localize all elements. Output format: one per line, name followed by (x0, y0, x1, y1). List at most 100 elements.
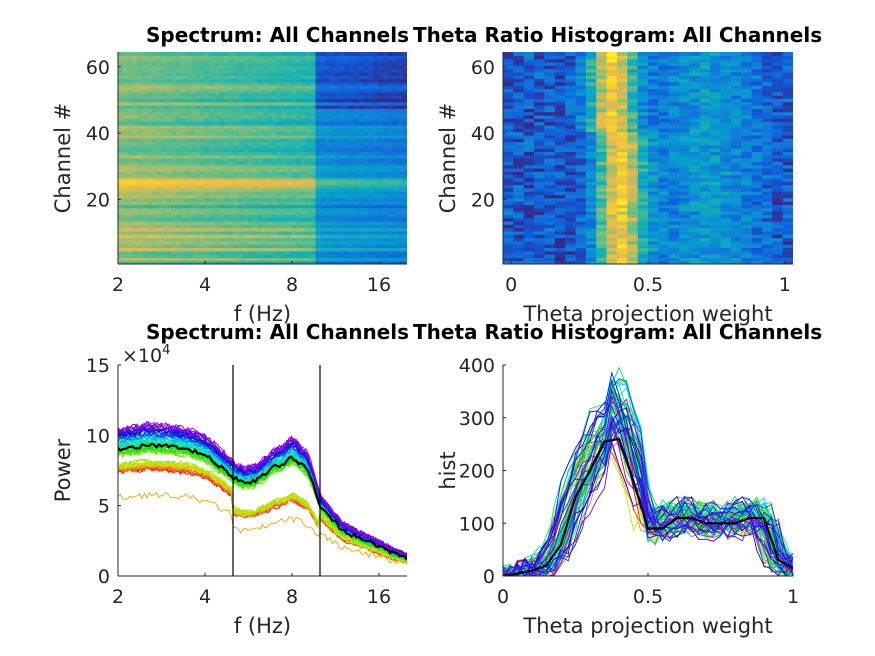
heatmap-cell (305, 111, 312, 116)
heatmap-cell (248, 85, 254, 90)
heatmap-cell (223, 171, 230, 176)
heatmap-cell (185, 124, 191, 129)
heatmap-cell (238, 101, 244, 106)
heatmap-cell (730, 191, 742, 196)
heatmap-cell (142, 98, 148, 103)
y-axis-label: Channel # (51, 103, 75, 214)
heatmap-cell (503, 191, 514, 196)
heatmap-cell (248, 75, 254, 80)
heatmap-cell (281, 58, 288, 63)
heatmap-cell (219, 58, 225, 63)
heatmap-cell (175, 128, 182, 133)
heatmap-cell (146, 158, 153, 162)
heatmap-cell (544, 257, 556, 262)
heatmap-cell (170, 177, 177, 182)
heatmap-cell (146, 52, 153, 56)
heatmap-cell (339, 88, 345, 93)
heatmap-cell (233, 207, 240, 212)
heatmap-cell (310, 214, 317, 219)
heatmap-cell (170, 105, 177, 109)
heatmap-cell (378, 237, 384, 242)
heatmap-cell (166, 78, 172, 83)
heatmap-cell (730, 257, 742, 262)
heatmap-cell (679, 164, 691, 169)
heatmap-cell (378, 197, 384, 202)
heatmap-cell (219, 101, 225, 106)
heatmap-cell (166, 234, 172, 239)
heatmap-cell (378, 55, 384, 60)
heatmap-cell (310, 158, 317, 162)
heatmap-cell (344, 91, 350, 96)
heatmap-cell (175, 164, 182, 169)
heatmap-cell (195, 224, 201, 229)
heatmap-cell (329, 260, 336, 264)
heatmap-cell (272, 105, 278, 109)
heatmap-cell (339, 244, 345, 249)
heatmap-cell (368, 260, 374, 264)
heatmap-cell (272, 214, 278, 219)
heatmap-cell (204, 250, 211, 255)
heatmap-cell (513, 148, 525, 152)
heatmap-cell (257, 167, 264, 172)
heatmap-cell (363, 230, 370, 235)
heatmap-cell (272, 234, 278, 239)
heatmap-cell (761, 151, 773, 156)
heatmap-cell (627, 158, 639, 162)
heatmap-cell (185, 207, 191, 212)
heatmap-cell (291, 68, 297, 73)
heatmap-cell (199, 191, 206, 196)
heatmap-cell (344, 227, 350, 232)
heatmap-cell (296, 148, 302, 152)
heatmap-cell (132, 118, 138, 123)
heatmap-cell (137, 167, 143, 172)
heatmap-cell (161, 101, 167, 106)
heatmap-cell (325, 98, 331, 103)
heatmap-cell (276, 88, 283, 93)
heatmap-cell (339, 164, 345, 169)
heatmap-cell (387, 88, 394, 93)
heatmap-cell (329, 234, 336, 239)
heatmap-cell (710, 260, 722, 264)
heatmap-cell (378, 204, 384, 209)
heatmap-cell (233, 187, 240, 192)
heatmap-cell (137, 52, 143, 56)
heatmap-cell (606, 217, 618, 222)
heatmap-cell (575, 161, 587, 166)
heatmap-cell (170, 65, 177, 70)
heatmap-cell (122, 237, 129, 242)
heatmap-cell (782, 177, 793, 182)
heatmap-cell (378, 148, 384, 152)
heatmap-cell (199, 184, 206, 189)
heatmap-cell (339, 217, 345, 222)
heatmap-cell (257, 75, 264, 80)
heatmap-cell (329, 55, 336, 60)
heatmap-cell (151, 154, 158, 159)
heatmap-cell (209, 55, 215, 60)
heatmap-cell (699, 240, 711, 245)
heatmap-cell (252, 101, 259, 106)
heatmap-cell (228, 244, 235, 249)
heatmap-cell (668, 247, 680, 252)
heatmap-cell (127, 118, 134, 123)
heatmap-cell (156, 171, 162, 176)
heatmap-cell (354, 108, 360, 113)
heatmap-cell (334, 141, 341, 146)
heatmap-cell (272, 207, 278, 212)
heatmap-cell (513, 217, 525, 222)
heatmap-cell (358, 111, 365, 116)
heatmap-cell (146, 247, 153, 252)
heatmap-cell (132, 224, 138, 229)
heatmap-cell (223, 227, 230, 232)
heatmap-cell (565, 254, 577, 258)
heatmap-cell (402, 184, 407, 189)
heatmap-cell (195, 250, 201, 255)
heatmap-cell (238, 167, 244, 172)
heatmap-cell (354, 184, 360, 189)
heatmap-cell (606, 134, 618, 139)
heatmap-cell (180, 91, 187, 96)
heatmap-cell (392, 167, 398, 172)
heatmap-cell (146, 171, 153, 176)
heatmap-cell (349, 220, 355, 225)
heatmap-cell (223, 214, 230, 219)
heatmap-cell (397, 148, 403, 152)
